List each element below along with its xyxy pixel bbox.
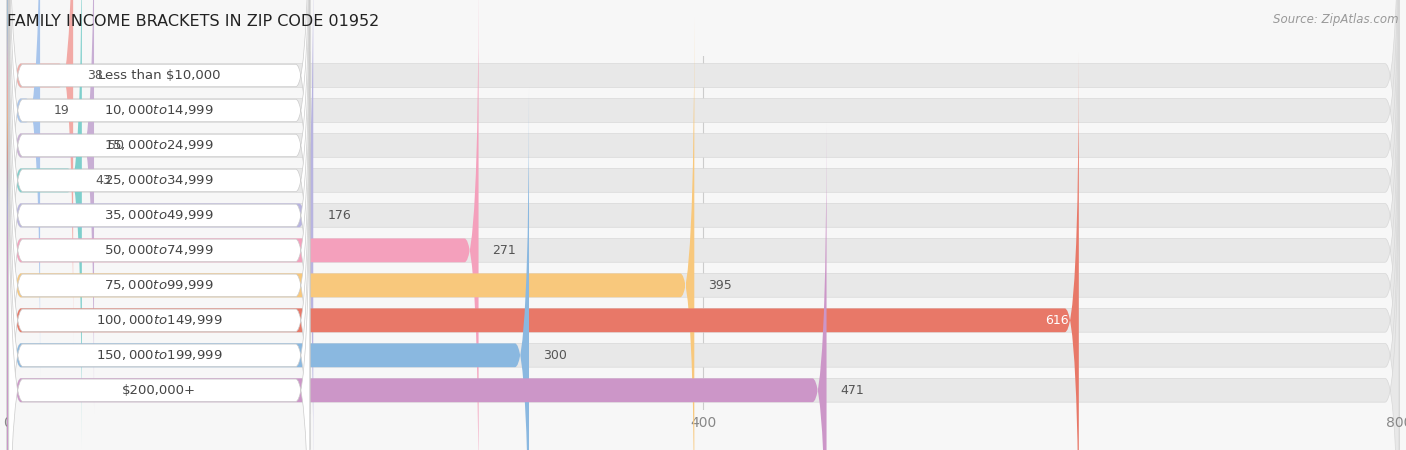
Text: 616: 616 bbox=[1045, 314, 1069, 327]
FancyBboxPatch shape bbox=[7, 0, 41, 378]
Text: $25,000 to $34,999: $25,000 to $34,999 bbox=[104, 173, 214, 187]
Text: $15,000 to $24,999: $15,000 to $24,999 bbox=[104, 139, 214, 153]
FancyBboxPatch shape bbox=[8, 17, 309, 450]
FancyBboxPatch shape bbox=[8, 87, 309, 450]
Text: 271: 271 bbox=[492, 244, 516, 257]
FancyBboxPatch shape bbox=[8, 0, 309, 344]
FancyBboxPatch shape bbox=[7, 87, 1399, 450]
FancyBboxPatch shape bbox=[7, 0, 1399, 450]
FancyBboxPatch shape bbox=[7, 0, 1399, 378]
Text: $10,000 to $14,999: $10,000 to $14,999 bbox=[104, 104, 214, 117]
Text: $100,000 to $149,999: $100,000 to $149,999 bbox=[96, 313, 222, 327]
FancyBboxPatch shape bbox=[8, 0, 309, 450]
Text: 19: 19 bbox=[53, 104, 70, 117]
FancyBboxPatch shape bbox=[7, 0, 314, 450]
FancyBboxPatch shape bbox=[8, 0, 309, 449]
FancyBboxPatch shape bbox=[7, 18, 1399, 450]
FancyBboxPatch shape bbox=[7, 0, 82, 448]
FancyBboxPatch shape bbox=[8, 0, 309, 379]
Text: 300: 300 bbox=[543, 349, 567, 362]
FancyBboxPatch shape bbox=[7, 52, 1078, 450]
FancyBboxPatch shape bbox=[7, 0, 73, 343]
FancyBboxPatch shape bbox=[7, 0, 1399, 450]
FancyBboxPatch shape bbox=[7, 18, 695, 450]
FancyBboxPatch shape bbox=[7, 52, 1399, 450]
FancyBboxPatch shape bbox=[7, 0, 1399, 414]
Text: 395: 395 bbox=[709, 279, 733, 292]
FancyBboxPatch shape bbox=[7, 0, 1399, 448]
Text: $35,000 to $49,999: $35,000 to $49,999 bbox=[104, 208, 214, 222]
FancyBboxPatch shape bbox=[8, 52, 309, 450]
Text: $200,000+: $200,000+ bbox=[122, 384, 197, 397]
FancyBboxPatch shape bbox=[7, 0, 478, 450]
FancyBboxPatch shape bbox=[7, 122, 827, 450]
FancyBboxPatch shape bbox=[8, 0, 309, 450]
Text: FAMILY INCOME BRACKETS IN ZIP CODE 01952: FAMILY INCOME BRACKETS IN ZIP CODE 01952 bbox=[7, 14, 380, 28]
Text: Source: ZipAtlas.com: Source: ZipAtlas.com bbox=[1274, 14, 1399, 27]
FancyBboxPatch shape bbox=[7, 0, 1399, 343]
Text: Less than $10,000: Less than $10,000 bbox=[98, 69, 221, 82]
Text: $50,000 to $74,999: $50,000 to $74,999 bbox=[104, 243, 214, 257]
FancyBboxPatch shape bbox=[7, 87, 529, 450]
FancyBboxPatch shape bbox=[8, 0, 309, 414]
Text: 176: 176 bbox=[328, 209, 352, 222]
Text: 50: 50 bbox=[108, 139, 124, 152]
Text: 38: 38 bbox=[87, 69, 103, 82]
FancyBboxPatch shape bbox=[7, 122, 1399, 450]
Text: 471: 471 bbox=[841, 384, 865, 397]
Text: 43: 43 bbox=[96, 174, 111, 187]
FancyBboxPatch shape bbox=[7, 0, 94, 414]
Text: $75,000 to $99,999: $75,000 to $99,999 bbox=[104, 279, 214, 292]
FancyBboxPatch shape bbox=[8, 122, 309, 450]
Text: $150,000 to $199,999: $150,000 to $199,999 bbox=[96, 348, 222, 362]
